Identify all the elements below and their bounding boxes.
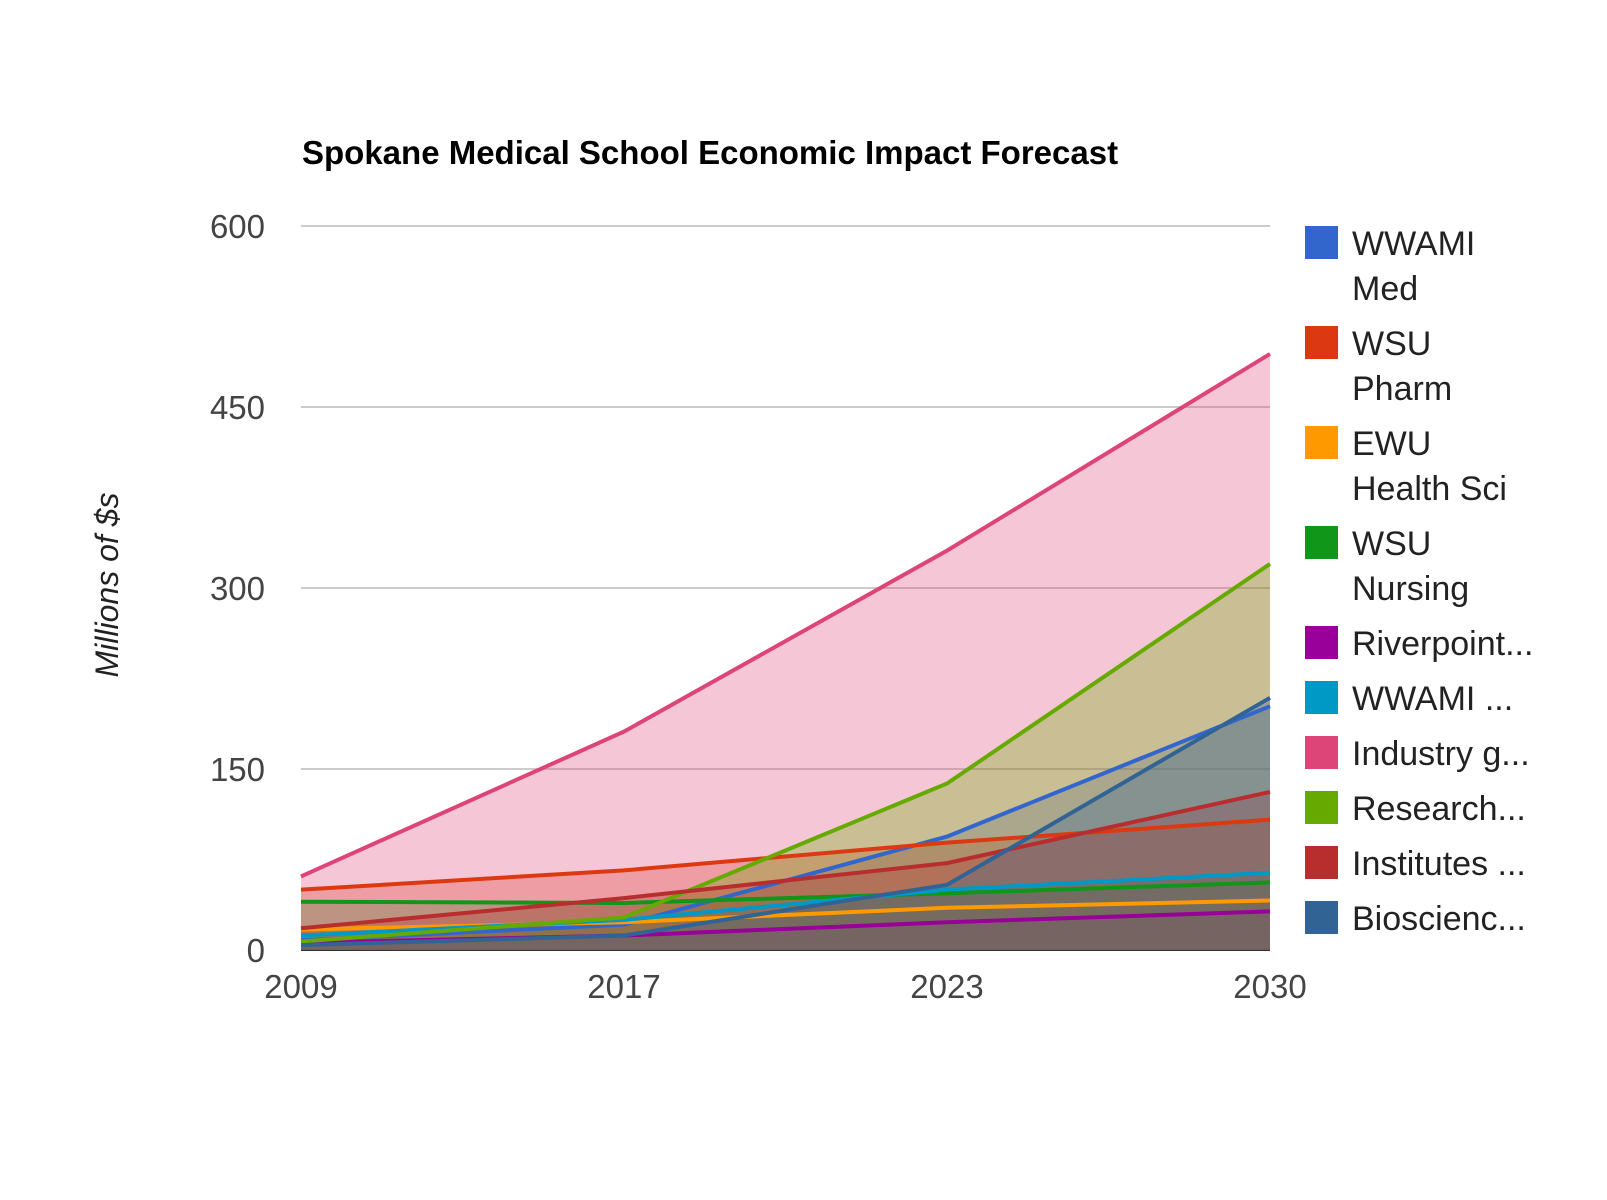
legend-swatch <box>1305 736 1338 769</box>
legend-swatch <box>1305 226 1338 259</box>
legend-item: Bioscienc... <box>1305 897 1595 942</box>
legend-item: WSU Pharm <box>1305 322 1595 412</box>
legend-swatch <box>1305 846 1338 879</box>
y-tick-label: 600 <box>210 208 265 245</box>
legend-label: Industry g... <box>1352 735 1530 773</box>
legend-label: WSU Pharm <box>1352 325 1453 408</box>
legend-swatch <box>1305 791 1338 824</box>
legend: WWAMI Med WSU Pharm EWU Health Sci WSU Nurs… <box>1305 222 1595 952</box>
series-line <box>300 696 1272 948</box>
y-tick-label: 300 <box>210 570 265 607</box>
legend-item: WSU Nursing <box>1305 522 1595 612</box>
legend-swatch <box>1305 681 1338 714</box>
legend-label: EWU Health Sci <box>1352 425 1507 508</box>
legend-label: Bioscienc... <box>1352 900 1526 938</box>
x-tick-label: 2017 <box>587 968 660 1005</box>
legend-item: WWAMI ... <box>1305 677 1595 722</box>
y-tick-label: 150 <box>210 751 265 788</box>
legend-item: Riverpoint... <box>1305 622 1595 667</box>
y-tick-label: 450 <box>210 389 265 426</box>
legend-label: WWAMI Med <box>1352 225 1476 308</box>
legend-item: Institutes ... <box>1305 842 1595 887</box>
legend-label: Research... <box>1352 790 1526 828</box>
legend-label: WSU Nursing <box>1352 525 1470 608</box>
y-axis-label: Millions of $s <box>89 493 125 678</box>
y-tick-label: 0 <box>247 932 265 969</box>
legend-item: Research... <box>1305 787 1595 832</box>
legend-label: Institutes ... <box>1352 845 1526 883</box>
legend-swatch <box>1305 626 1338 659</box>
legend-label: Riverpoint... <box>1352 625 1534 663</box>
x-tick-label: 2023 <box>910 968 983 1005</box>
chart-title: Spokane Medical School Economic Impact F… <box>302 134 1118 171</box>
legend-swatch <box>1305 426 1338 459</box>
series-line <box>300 789 1271 931</box>
x-tick-label: 2009 <box>264 968 337 1005</box>
series-line <box>300 562 1272 944</box>
legend-item: WWAMI Med <box>1305 222 1595 312</box>
area-institutes- <box>301 791 1270 950</box>
x-tick-label: 2030 <box>1233 968 1306 1005</box>
legend-swatch <box>1305 526 1338 559</box>
series-line <box>300 352 1272 879</box>
area-wsu-pharm <box>301 819 1270 950</box>
series-line <box>300 880 1271 905</box>
area-research- <box>301 563 1270 950</box>
legend-swatch <box>1305 326 1338 359</box>
legend-item: Industry g... <box>1305 732 1595 777</box>
series-line <box>300 817 1271 892</box>
legend-item: EWU Health Sci <box>1305 422 1595 512</box>
legend-label: WWAMI ... <box>1352 680 1514 718</box>
legend-swatch <box>1305 901 1338 934</box>
